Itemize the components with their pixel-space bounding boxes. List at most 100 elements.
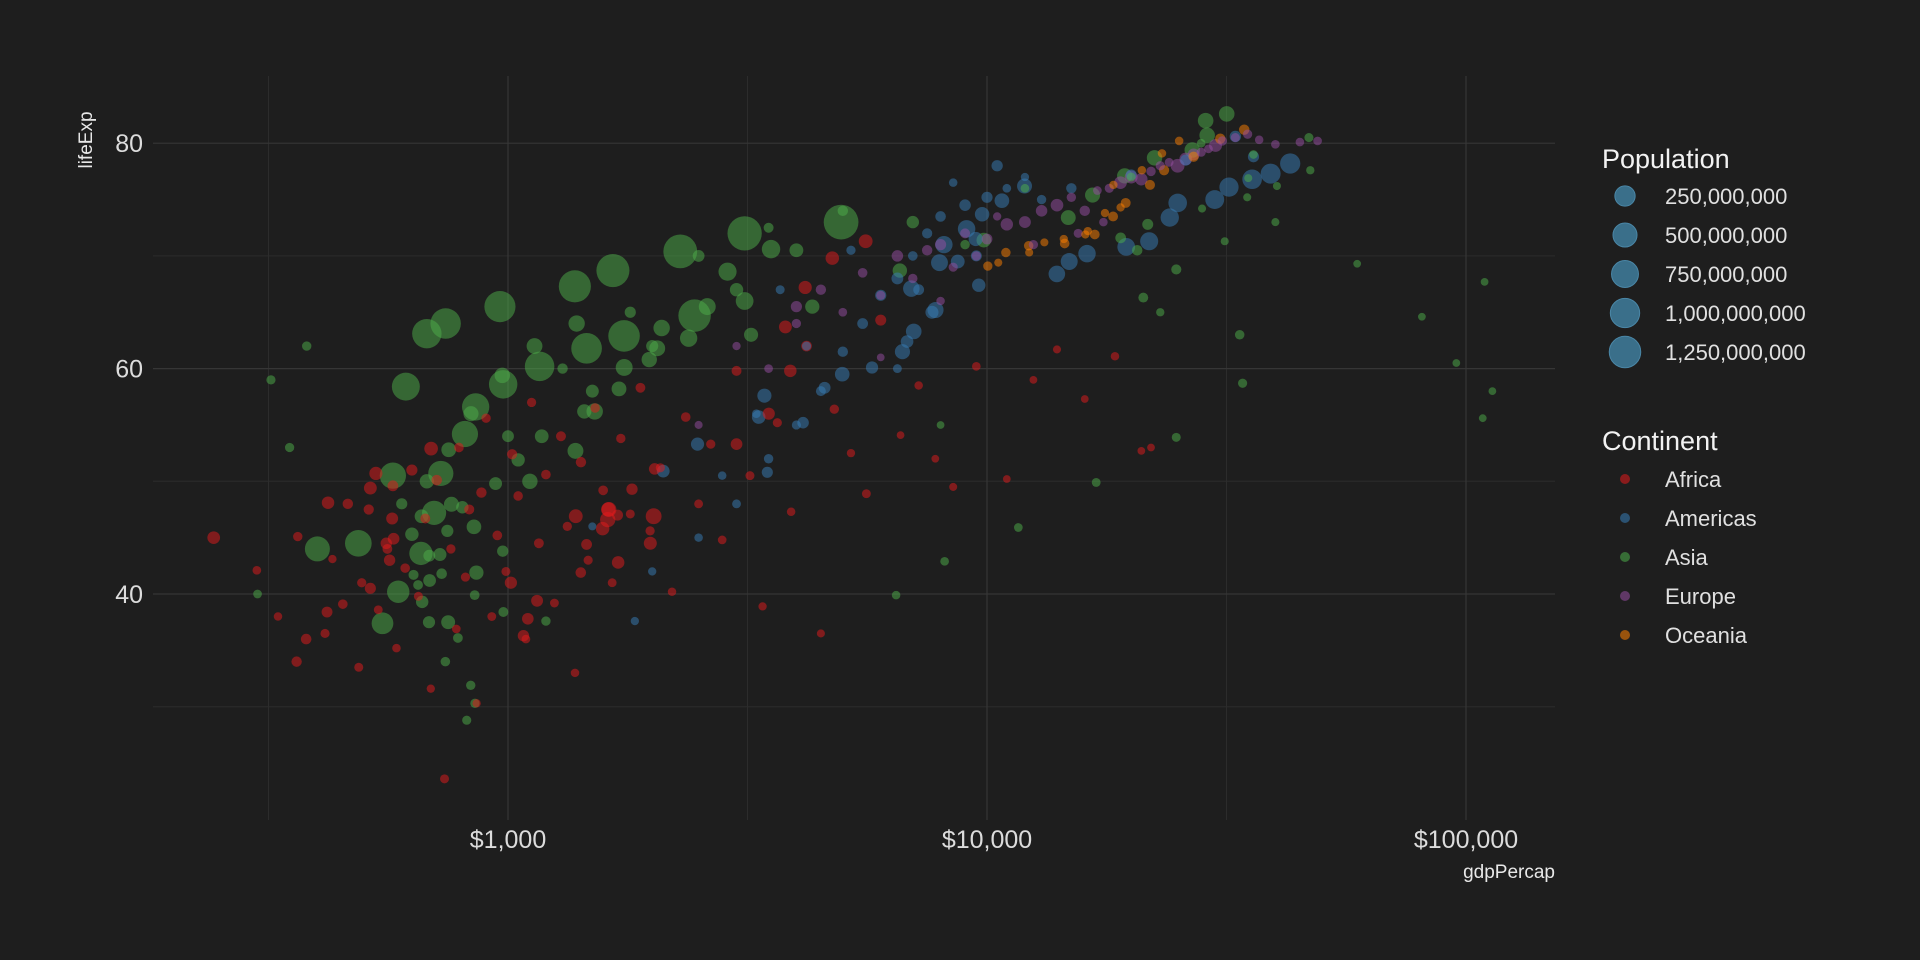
point-asia [1304,133,1314,143]
x-axis-ticks: $1,000 $10,000 $100,000 [470,826,1518,854]
point-asia [1478,414,1487,423]
y-tick-label: 60 [115,356,143,384]
point-asia [441,615,456,630]
point-africa [541,469,551,480]
point-americas [959,199,971,211]
point-africa [643,536,657,550]
point-asia [302,341,312,351]
point-europe [1073,228,1083,238]
point-americas [837,346,849,357]
point-africa [583,555,593,565]
point-asia [494,367,511,384]
point-africa [555,431,566,442]
point-africa [601,502,616,517]
point-europe [694,420,703,429]
point-africa [383,554,396,566]
point-asia [1142,218,1154,230]
point-africa [667,587,677,597]
point-africa [1110,351,1120,361]
point-asia [571,332,602,364]
point-americas [732,499,741,509]
point-americas [1160,208,1179,227]
point-europe [921,245,933,256]
point-asia [440,656,451,667]
point-africa [386,512,399,525]
color-legend-title: Continent [1602,426,1718,456]
point-asia [371,612,394,635]
point-asia [413,580,423,590]
point-africa [745,471,755,481]
point-oceania [1001,247,1011,258]
point-europe [981,233,993,245]
point-americas [1020,172,1030,182]
point-oceania [994,258,1003,267]
point-americas [974,206,990,222]
point-asia [1306,166,1315,175]
point-africa [575,567,587,578]
point-americas [717,471,727,480]
point-asia [1244,174,1253,183]
point-americas [948,178,958,187]
point-americas [588,522,597,531]
point-asia [1060,210,1076,226]
point-americas [925,305,939,319]
point-africa [784,364,797,378]
point-americas [972,278,986,292]
point-europe [908,273,918,284]
point-asia [422,616,436,629]
point-africa [293,531,303,542]
point-africa [364,582,376,594]
point-africa [413,591,423,601]
y-tick-label: 80 [115,130,143,158]
x-axis-title: gdpPercap [1463,862,1555,883]
y-tick-label: 40 [115,581,143,609]
point-asia [405,527,419,541]
point-asia [1171,432,1181,442]
point-africa [328,554,337,564]
point-asia [1126,172,1136,182]
point-oceania [1188,151,1199,162]
point-asia [1013,523,1023,532]
point-africa [635,382,646,393]
point-asia [484,291,516,323]
point-africa [570,668,580,678]
color-legend-key-asia [1620,552,1630,562]
point-americas [857,318,869,329]
point-africa [481,413,491,423]
point-europe [790,301,802,313]
point-asia [436,568,447,580]
point-africa [549,598,559,608]
point-asia [1171,264,1182,275]
point-americas [1140,232,1159,251]
point-africa [612,509,624,521]
point-asia [1243,193,1252,202]
point-africa [273,612,283,621]
grid-lines [153,76,1555,820]
point-asia [1196,138,1206,148]
point-americas [1060,253,1078,271]
point-africa [645,508,662,525]
point-africa [342,498,354,510]
point-europe [857,267,868,278]
point-africa [829,404,840,414]
point-europe [876,290,886,300]
point-asia [379,462,407,489]
point-africa [875,314,887,326]
point-europe [1204,144,1213,154]
point-africa [1080,395,1089,403]
point-africa [798,280,812,295]
point-americas [931,254,948,272]
point-europe [791,318,802,329]
point-africa [590,403,600,413]
point-africa [504,576,518,589]
point-asia [1249,150,1258,159]
point-africa [680,412,691,422]
point-asia [451,420,479,448]
color-legend-label: Asia [1665,545,1709,570]
point-americas [775,285,785,295]
point-africa [513,491,523,501]
point-africa [446,544,456,554]
point-europe [948,262,958,272]
point-europe [992,212,1002,221]
point-africa [451,624,461,634]
